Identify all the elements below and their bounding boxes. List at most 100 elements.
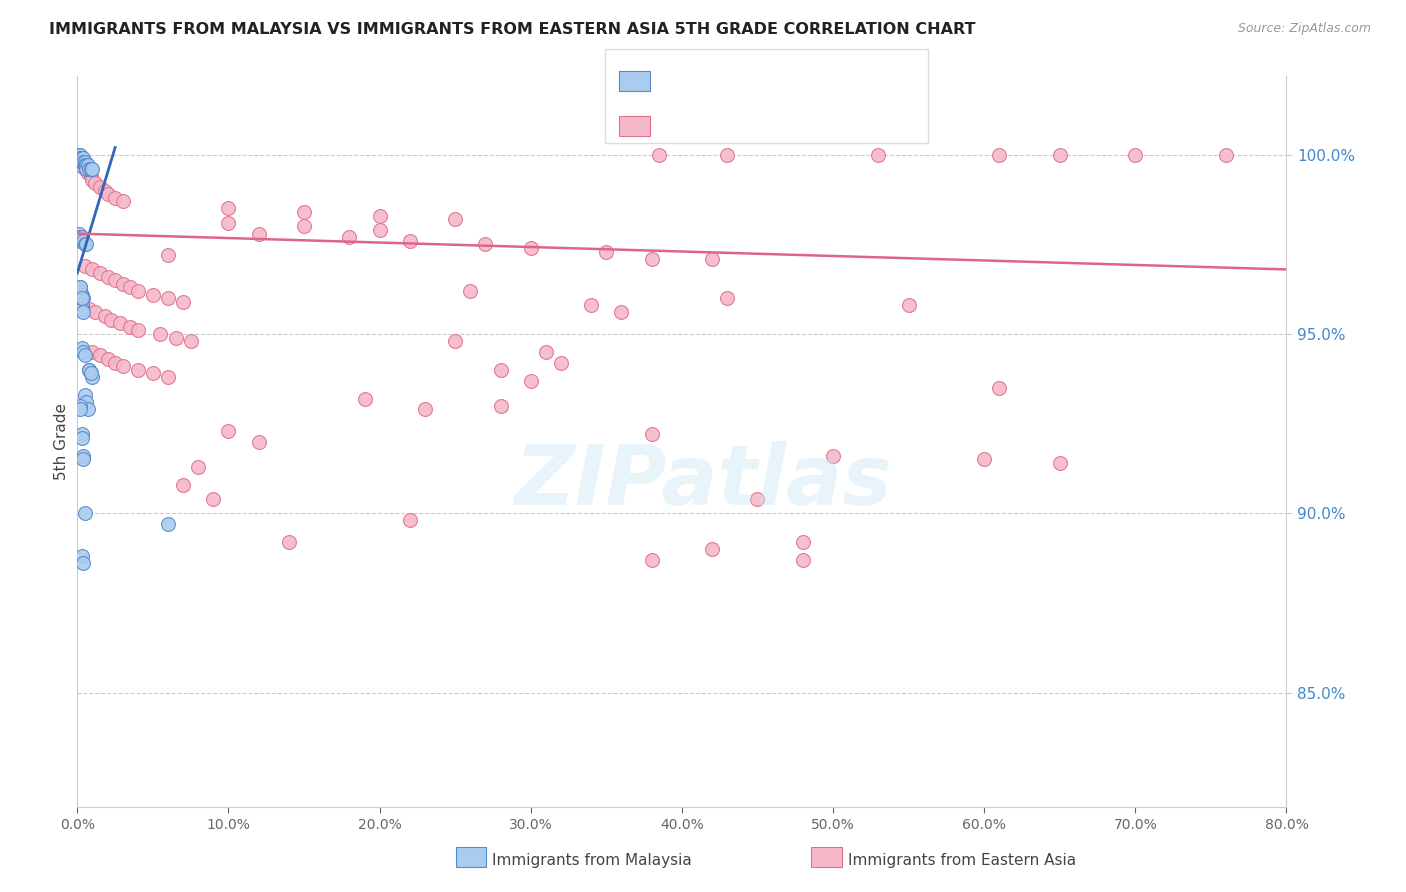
Point xyxy=(72,305,94,319)
Point xyxy=(93,309,115,323)
Point xyxy=(67,151,90,165)
Point xyxy=(70,151,93,165)
Point xyxy=(72,234,94,248)
Point xyxy=(104,191,127,205)
Text: -0.064: -0.064 xyxy=(707,117,762,132)
Point xyxy=(80,162,103,177)
Text: Immigrants from Eastern Asia: Immigrants from Eastern Asia xyxy=(848,853,1076,868)
Point xyxy=(70,431,93,445)
Text: IMMIGRANTS FROM MALAYSIA VS IMMIGRANTS FROM EASTERN ASIA 5TH GRADE CORRELATION C: IMMIGRANTS FROM MALAYSIA VS IMMIGRANTS F… xyxy=(49,22,976,37)
Point xyxy=(444,334,467,348)
Point xyxy=(111,277,134,291)
Point xyxy=(792,535,814,549)
Point xyxy=(75,237,97,252)
Point xyxy=(142,367,165,381)
Point xyxy=(70,298,93,312)
Point xyxy=(278,535,301,549)
Point xyxy=(72,452,94,467)
Point xyxy=(104,273,127,287)
Point xyxy=(73,506,96,520)
Point xyxy=(218,424,240,438)
Point xyxy=(648,147,671,161)
Point xyxy=(73,158,96,172)
Point xyxy=(67,227,90,241)
Point xyxy=(353,392,375,406)
Point xyxy=(67,154,90,169)
Point xyxy=(82,173,104,187)
Point xyxy=(413,402,436,417)
Point xyxy=(70,427,93,442)
Point xyxy=(1123,147,1146,161)
Point xyxy=(69,151,91,165)
Point xyxy=(69,154,91,169)
Point xyxy=(70,154,93,169)
Point xyxy=(474,237,496,252)
Point xyxy=(792,553,814,567)
Point xyxy=(82,345,104,359)
Point xyxy=(69,280,91,294)
Point xyxy=(292,205,315,219)
Point xyxy=(716,291,738,305)
Point xyxy=(180,334,202,348)
Point xyxy=(534,345,557,359)
Point xyxy=(127,363,149,377)
Point xyxy=(108,316,131,330)
Point xyxy=(72,557,94,571)
Point xyxy=(77,166,100,180)
Point xyxy=(581,298,603,312)
Text: R =: R = xyxy=(655,117,683,132)
Point xyxy=(458,284,481,298)
Point xyxy=(69,402,91,417)
Point xyxy=(988,147,1011,161)
Text: N = 99: N = 99 xyxy=(783,117,841,132)
Point xyxy=(157,291,180,305)
Point xyxy=(489,399,512,413)
Point xyxy=(77,402,100,417)
Point xyxy=(70,341,93,355)
Text: R =: R = xyxy=(655,65,683,80)
Point xyxy=(157,370,180,384)
Point xyxy=(973,452,995,467)
Point xyxy=(149,326,172,341)
Point xyxy=(747,491,769,506)
Point xyxy=(641,252,664,266)
Point xyxy=(641,553,664,567)
Point xyxy=(120,280,142,294)
Point xyxy=(868,147,890,161)
Point xyxy=(80,367,103,381)
Point xyxy=(1215,147,1237,161)
Point xyxy=(72,154,94,169)
Point xyxy=(1049,147,1071,161)
Point xyxy=(520,374,543,388)
Point xyxy=(641,427,664,442)
Point xyxy=(72,291,94,305)
Point xyxy=(96,187,118,202)
Point xyxy=(165,330,187,344)
Point xyxy=(399,513,422,527)
Point xyxy=(172,294,194,309)
Point xyxy=(70,301,93,316)
Point xyxy=(84,177,107,191)
Point xyxy=(66,147,89,161)
Point xyxy=(93,184,115,198)
Point xyxy=(82,162,104,177)
Point xyxy=(368,209,391,223)
Point xyxy=(73,388,96,402)
Point xyxy=(337,230,360,244)
Point xyxy=(70,158,93,172)
Point xyxy=(104,356,127,370)
Point xyxy=(202,491,225,506)
Point xyxy=(187,459,209,474)
Point xyxy=(80,169,103,184)
Point xyxy=(70,154,93,169)
Point xyxy=(79,301,101,316)
Point xyxy=(96,269,118,284)
Point xyxy=(66,151,89,165)
Text: 0.170: 0.170 xyxy=(707,65,755,80)
Point xyxy=(489,363,512,377)
Point xyxy=(79,363,101,377)
Point xyxy=(142,287,165,301)
Point xyxy=(67,147,90,161)
Point xyxy=(79,162,101,177)
Point xyxy=(70,549,93,564)
